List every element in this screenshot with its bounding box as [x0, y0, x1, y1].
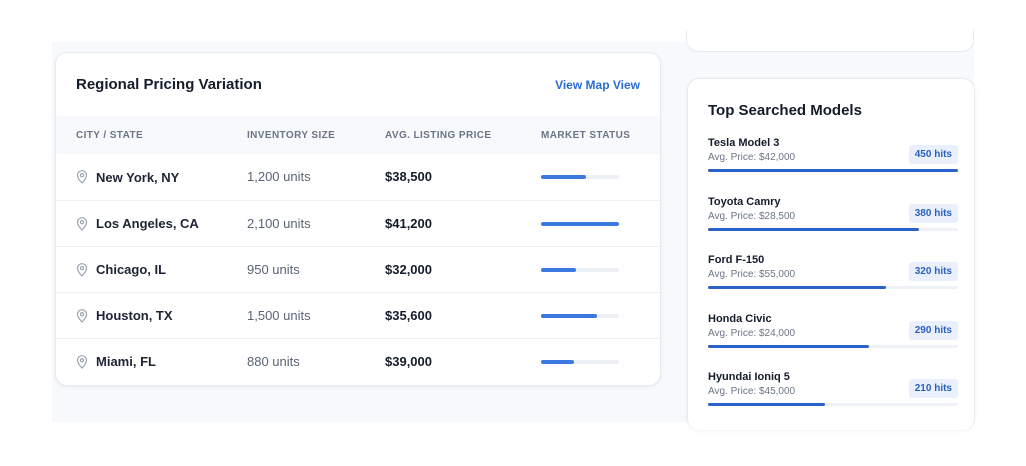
hits-badge: 380 hits [908, 203, 958, 223]
card-above-stub [686, 30, 974, 52]
market-status-bar [541, 313, 619, 318]
top-searched-models-card: Top Searched Models Tesla Model 3 Avg. Pr… [687, 78, 975, 430]
column-header-inventory: Inventory Size [247, 129, 336, 141]
regional-pricing-card: Regional Pricing Variation View Map View… [55, 52, 661, 386]
table-body: New York, NY 1,200 units $38,500 Los Angele… [56, 154, 660, 384]
market-status-bar [541, 267, 619, 272]
city-cell: New York, NY [56, 170, 247, 185]
city-name: New York, NY [96, 169, 180, 185]
market-status-fill [541, 267, 577, 272]
search-volume-bar [708, 169, 958, 172]
column-header-price: Avg. Listing Price [385, 129, 492, 141]
city-cell: Miami, FL [56, 354, 247, 369]
market-status-fill [541, 313, 598, 318]
map-pin-icon [76, 170, 88, 184]
model-item[interactable]: Tesla Model 3 Avg. Price: $42,000 450 hits [708, 137, 958, 172]
card-title: Regional Pricing Variation [76, 76, 262, 93]
table-row[interactable]: Chicago, IL 950 units $32,000 [56, 246, 660, 292]
model-name: Tesla Model 3 [708, 137, 780, 149]
search-volume-fill [708, 286, 886, 289]
model-item[interactable]: Ford F-150 Avg. Price: $55,000 320 hits [708, 254, 958, 289]
search-volume-bar [708, 286, 958, 289]
model-avg-price: Avg. Price: $55,000 [708, 269, 796, 280]
avg-listing-price: $39,000 [385, 353, 432, 369]
table-row[interactable]: Miami, FL 880 units $39,000 [56, 338, 660, 384]
city-name: Los Angeles, CA [96, 216, 199, 231]
model-item[interactable]: Toyota Camry Avg. Price: $28,500 380 hits [708, 196, 958, 231]
city-name: Chicago, IL [96, 262, 167, 277]
card-header: Regional Pricing Variation View Map View [56, 53, 660, 116]
inventory-size: 880 units [247, 353, 300, 369]
map-pin-icon [76, 216, 88, 231]
search-volume-fill [708, 344, 869, 348]
column-header-status: Market Status [541, 129, 631, 141]
map-pin-icon [76, 308, 88, 323]
model-name: Toyota Camry [708, 195, 781, 208]
hits-badge: 320 hits [908, 262, 958, 281]
search-volume-fill [708, 227, 919, 231]
model-item[interactable]: Hyundai Ioniq 5 Avg. Price: $45,000 210 hi… [708, 371, 958, 406]
search-volume-bar [708, 227, 958, 231]
inventory-size: 950 units [247, 261, 300, 277]
city-cell: Houston, TX [56, 308, 247, 323]
model-avg-price: Avg. Price: $24,000 [708, 327, 796, 339]
model-name: Hyundai Ioniq 5 [708, 371, 790, 383]
card-title: Top Searched Models [708, 102, 862, 119]
search-volume-bar [708, 344, 958, 348]
market-status-fill [541, 175, 587, 179]
market-status-bar [541, 221, 619, 226]
model-name: Honda Civic [708, 312, 772, 325]
search-volume-fill [708, 169, 958, 172]
view-map-link[interactable]: View Map View [555, 77, 640, 92]
market-status-fill [541, 359, 574, 364]
city-cell: Chicago, IL [56, 262, 247, 277]
hits-badge: 290 hits [908, 320, 958, 340]
market-status-bar [541, 175, 619, 179]
hits-badge: 210 hits [908, 379, 958, 398]
inventory-size: 2,100 units [247, 215, 311, 231]
model-item[interactable]: Honda Civic Avg. Price: $24,000 290 hits [708, 313, 958, 348]
model-avg-price: Avg. Price: $45,000 [708, 386, 796, 397]
inventory-size: 1,500 units [247, 307, 311, 323]
search-volume-fill [708, 403, 825, 406]
avg-listing-price: $41,200 [385, 215, 432, 231]
table-row[interactable]: Los Angeles, CA 2,100 units $41,200 [56, 200, 660, 246]
inventory-size: 1,200 units [247, 169, 311, 184]
market-status-bar [541, 359, 619, 364]
table-row[interactable]: Houston, TX 1,500 units $35,600 [56, 292, 660, 338]
hits-badge: 450 hits [908, 145, 958, 164]
map-pin-icon [76, 354, 88, 369]
avg-listing-price: $32,000 [385, 261, 432, 277]
city-name: Houston, TX [96, 308, 173, 323]
model-avg-price: Avg. Price: $42,000 [708, 152, 796, 163]
map-pin-icon [76, 262, 88, 277]
avg-listing-price: $35,600 [385, 307, 432, 323]
search-volume-bar [708, 403, 958, 406]
market-status-fill [541, 221, 619, 226]
table-row[interactable]: New York, NY 1,200 units $38,500 [56, 154, 660, 200]
model-avg-price: Avg. Price: $28,500 [708, 210, 796, 222]
column-header-city: City / State [76, 129, 144, 141]
table-header: City / State Inventory Size Avg. Listing… [56, 116, 660, 154]
model-name: Ford F-150 [708, 254, 765, 266]
avg-listing-price: $38,500 [385, 169, 432, 184]
city-name: Miami, FL [96, 354, 156, 369]
city-cell: Los Angeles, CA [56, 216, 247, 231]
